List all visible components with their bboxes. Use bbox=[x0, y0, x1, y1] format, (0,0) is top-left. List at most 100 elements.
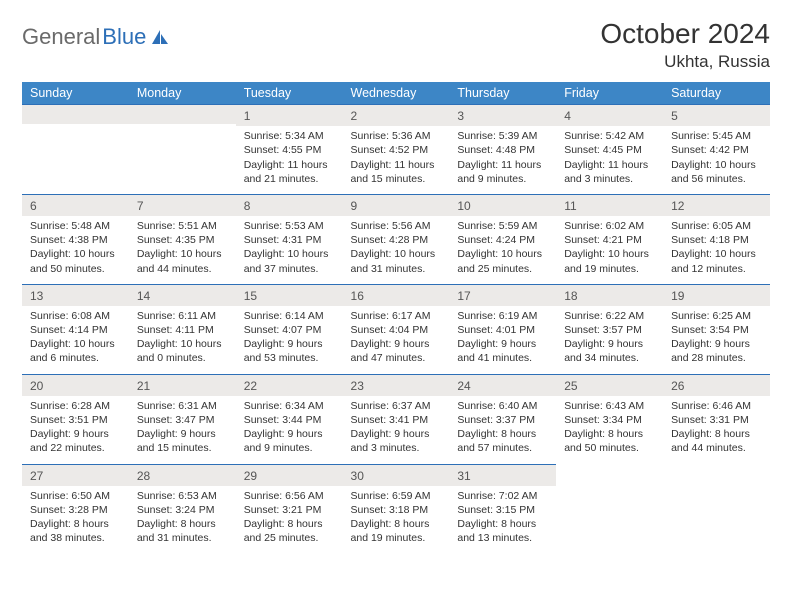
sunset-text: Sunset: 4:48 PM bbox=[457, 143, 548, 157]
sunset-text: Sunset: 3:34 PM bbox=[564, 413, 655, 427]
weekday-header: Saturday bbox=[663, 82, 770, 104]
day-body: Sunrise: 6:08 AMSunset: 4:14 PMDaylight:… bbox=[22, 306, 129, 374]
day-body: Sunrise: 5:59 AMSunset: 4:24 PMDaylight:… bbox=[449, 216, 556, 284]
day-body: Sunrise: 5:48 AMSunset: 4:38 PMDaylight:… bbox=[22, 216, 129, 284]
daylight-text: Daylight: 8 hours and 57 minutes. bbox=[457, 427, 548, 455]
day-body: Sunrise: 6:28 AMSunset: 3:51 PMDaylight:… bbox=[22, 396, 129, 464]
calendar-week-row: 6Sunrise: 5:48 AMSunset: 4:38 PMDaylight… bbox=[22, 194, 770, 284]
calendar-day-cell: 13Sunrise: 6:08 AMSunset: 4:14 PMDayligh… bbox=[22, 284, 129, 374]
calendar-day-cell: 14Sunrise: 6:11 AMSunset: 4:11 PMDayligh… bbox=[129, 284, 236, 374]
daylight-text: Daylight: 9 hours and 34 minutes. bbox=[564, 337, 655, 365]
calendar-day-cell: 11Sunrise: 6:02 AMSunset: 4:21 PMDayligh… bbox=[556, 194, 663, 284]
sunset-text: Sunset: 3:18 PM bbox=[351, 503, 442, 517]
daylight-text: Daylight: 9 hours and 53 minutes. bbox=[244, 337, 335, 365]
day-number: 25 bbox=[556, 374, 663, 396]
calendar-day-cell: 16Sunrise: 6:17 AMSunset: 4:04 PMDayligh… bbox=[343, 284, 450, 374]
day-body: Sunrise: 6:56 AMSunset: 3:21 PMDaylight:… bbox=[236, 486, 343, 554]
sunrise-text: Sunrise: 6:28 AM bbox=[30, 399, 121, 413]
sunrise-text: Sunrise: 6:43 AM bbox=[564, 399, 655, 413]
day-body: Sunrise: 5:51 AMSunset: 4:35 PMDaylight:… bbox=[129, 216, 236, 284]
day-number: 6 bbox=[22, 194, 129, 216]
title-block: October 2024 Ukhta, Russia bbox=[600, 18, 770, 72]
sunrise-text: Sunrise: 6:02 AM bbox=[564, 219, 655, 233]
calendar-day-cell: 19Sunrise: 6:25 AMSunset: 3:54 PMDayligh… bbox=[663, 284, 770, 374]
day-number: 10 bbox=[449, 194, 556, 216]
calendar-week-row: 20Sunrise: 6:28 AMSunset: 3:51 PMDayligh… bbox=[22, 374, 770, 464]
day-body: Sunrise: 6:43 AMSunset: 3:34 PMDaylight:… bbox=[556, 396, 663, 464]
sunset-text: Sunset: 3:21 PM bbox=[244, 503, 335, 517]
weekday-header: Tuesday bbox=[236, 82, 343, 104]
calendar-day-cell: 17Sunrise: 6:19 AMSunset: 4:01 PMDayligh… bbox=[449, 284, 556, 374]
calendar-empty-cell bbox=[129, 104, 236, 194]
daylight-text: Daylight: 8 hours and 19 minutes. bbox=[351, 517, 442, 545]
sunrise-text: Sunrise: 5:48 AM bbox=[30, 219, 121, 233]
sunrise-text: Sunrise: 6:59 AM bbox=[351, 489, 442, 503]
calendar-day-cell: 15Sunrise: 6:14 AMSunset: 4:07 PMDayligh… bbox=[236, 284, 343, 374]
sunset-text: Sunset: 3:15 PM bbox=[457, 503, 548, 517]
calendar-day-cell: 20Sunrise: 6:28 AMSunset: 3:51 PMDayligh… bbox=[22, 374, 129, 464]
sunrise-text: Sunrise: 6:22 AM bbox=[564, 309, 655, 323]
sunset-text: Sunset: 3:44 PM bbox=[244, 413, 335, 427]
sunrise-text: Sunrise: 6:25 AM bbox=[671, 309, 762, 323]
daylight-text: Daylight: 8 hours and 31 minutes. bbox=[137, 517, 228, 545]
day-number: 2 bbox=[343, 104, 450, 126]
daylight-text: Daylight: 9 hours and 15 minutes. bbox=[137, 427, 228, 455]
day-number: 15 bbox=[236, 284, 343, 306]
day-number: 28 bbox=[129, 464, 236, 486]
sunset-text: Sunset: 4:42 PM bbox=[671, 143, 762, 157]
location: Ukhta, Russia bbox=[600, 52, 770, 72]
sunset-text: Sunset: 4:35 PM bbox=[137, 233, 228, 247]
day-body: Sunrise: 5:42 AMSunset: 4:45 PMDaylight:… bbox=[556, 126, 663, 194]
day-body: Sunrise: 6:50 AMSunset: 3:28 PMDaylight:… bbox=[22, 486, 129, 554]
sunrise-text: Sunrise: 5:42 AM bbox=[564, 129, 655, 143]
daylight-text: Daylight: 8 hours and 44 minutes. bbox=[671, 427, 762, 455]
daylight-text: Daylight: 8 hours and 13 minutes. bbox=[457, 517, 548, 545]
daylight-text: Daylight: 10 hours and 19 minutes. bbox=[564, 247, 655, 275]
daylight-text: Daylight: 10 hours and 44 minutes. bbox=[137, 247, 228, 275]
daylight-text: Daylight: 10 hours and 12 minutes. bbox=[671, 247, 762, 275]
sunrise-text: Sunrise: 6:05 AM bbox=[671, 219, 762, 233]
blank-day-header bbox=[129, 104, 236, 124]
sunrise-text: Sunrise: 6:08 AM bbox=[30, 309, 121, 323]
weekday-header: Thursday bbox=[449, 82, 556, 104]
day-number: 5 bbox=[663, 104, 770, 126]
sunset-text: Sunset: 3:57 PM bbox=[564, 323, 655, 337]
daylight-text: Daylight: 10 hours and 50 minutes. bbox=[30, 247, 121, 275]
calendar-day-cell: 26Sunrise: 6:46 AMSunset: 3:31 PMDayligh… bbox=[663, 374, 770, 464]
month-title: October 2024 bbox=[600, 18, 770, 50]
sunset-text: Sunset: 4:18 PM bbox=[671, 233, 762, 247]
sunrise-text: Sunrise: 6:46 AM bbox=[671, 399, 762, 413]
day-number: 17 bbox=[449, 284, 556, 306]
day-number: 20 bbox=[22, 374, 129, 396]
page-header: GeneralBlue October 2024 Ukhta, Russia bbox=[22, 18, 770, 72]
sunrise-text: Sunrise: 6:31 AM bbox=[137, 399, 228, 413]
sunrise-text: Sunrise: 5:59 AM bbox=[457, 219, 548, 233]
sunrise-text: Sunrise: 5:53 AM bbox=[244, 219, 335, 233]
day-number: 14 bbox=[129, 284, 236, 306]
calendar-day-cell: 10Sunrise: 5:59 AMSunset: 4:24 PMDayligh… bbox=[449, 194, 556, 284]
calendar-empty-cell bbox=[556, 464, 663, 554]
sunset-text: Sunset: 3:51 PM bbox=[30, 413, 121, 427]
sunrise-text: Sunrise: 6:14 AM bbox=[244, 309, 335, 323]
sunrise-text: Sunrise: 5:39 AM bbox=[457, 129, 548, 143]
calendar-week-row: 27Sunrise: 6:50 AMSunset: 3:28 PMDayligh… bbox=[22, 464, 770, 554]
sunrise-text: Sunrise: 6:17 AM bbox=[351, 309, 442, 323]
day-number: 16 bbox=[343, 284, 450, 306]
daylight-text: Daylight: 9 hours and 3 minutes. bbox=[351, 427, 442, 455]
calendar-day-cell: 18Sunrise: 6:22 AMSunset: 3:57 PMDayligh… bbox=[556, 284, 663, 374]
sunset-text: Sunset: 3:47 PM bbox=[137, 413, 228, 427]
sunrise-text: Sunrise: 7:02 AM bbox=[457, 489, 548, 503]
day-number: 12 bbox=[663, 194, 770, 216]
daylight-text: Daylight: 10 hours and 31 minutes. bbox=[351, 247, 442, 275]
day-body: Sunrise: 5:45 AMSunset: 4:42 PMDaylight:… bbox=[663, 126, 770, 194]
sunset-text: Sunset: 4:11 PM bbox=[137, 323, 228, 337]
sunrise-text: Sunrise: 6:50 AM bbox=[30, 489, 121, 503]
calendar-week-row: 13Sunrise: 6:08 AMSunset: 4:14 PMDayligh… bbox=[22, 284, 770, 374]
daylight-text: Daylight: 9 hours and 28 minutes. bbox=[671, 337, 762, 365]
sunset-text: Sunset: 4:52 PM bbox=[351, 143, 442, 157]
day-body: Sunrise: 5:56 AMSunset: 4:28 PMDaylight:… bbox=[343, 216, 450, 284]
sunrise-text: Sunrise: 5:56 AM bbox=[351, 219, 442, 233]
daylight-text: Daylight: 8 hours and 38 minutes. bbox=[30, 517, 121, 545]
weekday-header: Monday bbox=[129, 82, 236, 104]
daylight-text: Daylight: 10 hours and 0 minutes. bbox=[137, 337, 228, 365]
